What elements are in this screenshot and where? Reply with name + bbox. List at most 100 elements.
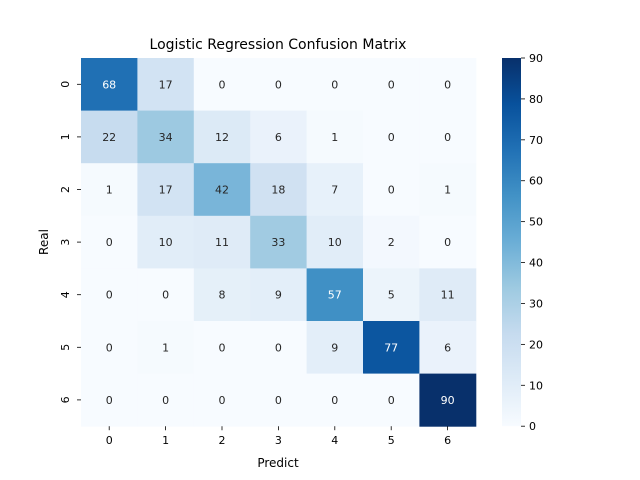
- x-tick-label-4: 4: [331, 434, 338, 447]
- cell-value-2-6: 1: [444, 184, 451, 197]
- y-axis-label: Real: [37, 229, 51, 255]
- colorbar-tick-label-8: 80: [529, 93, 543, 106]
- heatmap-cell-0-4: [306, 58, 364, 112]
- colorbar-tick-label-0: 0: [529, 420, 536, 433]
- cell-value-3-5: 2: [388, 236, 395, 249]
- cell-value-1-4: 1: [331, 131, 338, 144]
- cell-value-2-1: 17: [159, 184, 173, 197]
- cell-value-0-6: 0: [444, 78, 451, 91]
- heatmap-cell-3-5: [363, 215, 420, 269]
- heatmap-cell-1-4: [306, 110, 364, 164]
- heatmap-cell-5-1: [137, 321, 195, 375]
- cell-value-5-0: 0: [106, 341, 113, 354]
- heatmap-cell-6-6: [419, 373, 477, 427]
- colorbar-tick-label-6: 60: [529, 175, 543, 188]
- x-axis-ticks: 0 1 2 3 4 5 6: [106, 426, 451, 447]
- cell-value-4-1: 0: [162, 289, 169, 302]
- heatmap-cell-1-1: [137, 110, 195, 164]
- heatmap-cell-0-2: [193, 58, 251, 112]
- y-tick-label-2: 2: [59, 186, 72, 193]
- cell-value-3-3: 33: [271, 236, 285, 249]
- cell-value-2-0: 1: [106, 184, 113, 197]
- x-tick-label-2: 2: [219, 434, 226, 447]
- colorbar-tick-label-7: 70: [529, 134, 543, 147]
- heatmap-cell-2-4: [306, 163, 364, 217]
- cell-value-0-5: 0: [388, 78, 395, 91]
- cell-value-5-6: 6: [444, 341, 451, 354]
- cell-value-0-1: 17: [159, 78, 173, 91]
- cell-value-2-5: 0: [388, 184, 395, 197]
- colorbar-tick-label-3: 30: [529, 297, 543, 310]
- cell-value-4-5: 5: [388, 289, 395, 302]
- cell-value-5-2: 0: [219, 341, 226, 354]
- heatmap-cell-5-0: [81, 321, 138, 375]
- heatmap-cell-1-5: [363, 110, 420, 164]
- heatmap-cell-3-0: [81, 215, 138, 269]
- heatmap-cell-6-0: [81, 373, 138, 427]
- heatmap-cell-6-3: [250, 373, 308, 427]
- heatmap-cell-6-4: [306, 373, 364, 427]
- colorbar-tick-label-4: 40: [529, 257, 543, 270]
- heatmap-cell-5-6: [419, 321, 477, 375]
- heatmap-cell-2-2: [193, 163, 251, 217]
- cell-value-3-0: 0: [106, 236, 113, 249]
- heatmap-cell-4-1: [137, 268, 195, 322]
- cell-value-6-0: 0: [106, 394, 113, 407]
- colorbar-tick-label-2: 20: [529, 338, 543, 351]
- colorbar-tick-label-1: 10: [529, 379, 543, 392]
- cell-value-1-6: 0: [444, 131, 451, 144]
- cell-value-4-4: 57: [328, 289, 342, 302]
- cell-value-0-2: 0: [219, 78, 226, 91]
- cell-value-2-4: 7: [331, 184, 338, 197]
- colorbar-tick-label-9: 90: [529, 52, 543, 65]
- cell-value-0-3: 0: [275, 78, 282, 91]
- cell-value-6-1: 0: [162, 394, 169, 407]
- heatmap-cell-4-4: [306, 268, 364, 322]
- heatmap-cell-0-6: [419, 58, 477, 112]
- heatmap-cell-1-6: [419, 110, 477, 164]
- y-tick-label-0: 0: [59, 81, 72, 88]
- cell-value-1-3: 6: [275, 131, 282, 144]
- cell-value-6-6: 90: [441, 394, 455, 407]
- heatmap-cell-4-5: [363, 268, 420, 322]
- heatmap-cell-2-1: [137, 163, 195, 217]
- cell-value-6-2: 0: [219, 394, 226, 407]
- heatmap-cell-0-1: [137, 58, 195, 112]
- heatmap-cells: 68 17 0 0 0 0 022 34 12 6 1 0 01 17 42 18 7 0 10 10 11 33 10 2 0…: [81, 58, 477, 427]
- cell-value-3-6: 0: [444, 236, 451, 249]
- colorbar: 0 10 20 30 40 50 60 70 80 90: [502, 52, 543, 433]
- heatmap-cell-0-0: [81, 58, 138, 112]
- cell-value-6-4: 0: [331, 394, 338, 407]
- heatmap-cell-6-5: [363, 373, 420, 427]
- heatmap-cell-1-3: [250, 110, 308, 164]
- heatmap-cell-0-5: [363, 58, 420, 112]
- cell-value-4-2: 8: [219, 289, 226, 302]
- cell-value-2-2: 42: [215, 184, 229, 197]
- heatmap-cell-3-1: [137, 215, 195, 269]
- x-tick-label-0: 0: [106, 434, 113, 447]
- cell-value-3-1: 10: [159, 236, 173, 249]
- cell-value-4-0: 0: [106, 289, 113, 302]
- cell-value-3-4: 10: [328, 236, 342, 249]
- y-tick-label-3: 3: [59, 239, 72, 246]
- heatmap-cell-3-3: [250, 215, 308, 269]
- heatmap-cell-6-1: [137, 373, 195, 427]
- cell-value-3-2: 11: [215, 236, 229, 249]
- cell-value-5-1: 1: [162, 341, 169, 354]
- heatmap-cell-5-3: [250, 321, 308, 375]
- x-axis-label: Predict: [257, 456, 299, 470]
- x-tick-label-1: 1: [162, 434, 169, 447]
- heatmap-cell-6-2: [193, 373, 251, 427]
- heatmap-cell-1-0: [81, 110, 138, 164]
- x-tick-label-5: 5: [388, 434, 395, 447]
- cell-value-4-3: 9: [275, 289, 282, 302]
- heatmap-cell-4-2: [193, 268, 251, 322]
- heatmap-cell-2-5: [363, 163, 420, 217]
- colorbar-gradient: [502, 58, 521, 427]
- cell-value-0-0: 68: [102, 78, 116, 91]
- cell-value-6-3: 0: [275, 394, 282, 407]
- cell-value-2-3: 18: [271, 184, 285, 197]
- heatmap-cell-3-6: [419, 215, 477, 269]
- heatmap-cell-2-3: [250, 163, 308, 217]
